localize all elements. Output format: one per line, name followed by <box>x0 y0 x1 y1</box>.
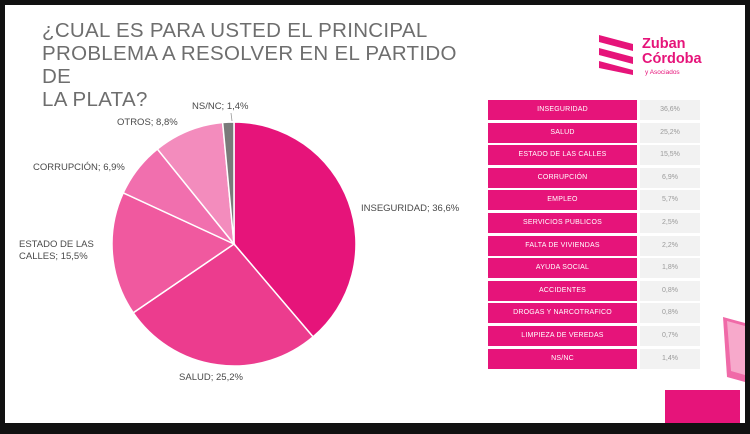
pie-chart: INSEGURIDAD; 36,6% SALUD; 25,2% ESTADO DE … <box>19 101 460 383</box>
table-row-value: 2,5% <box>640 213 700 233</box>
pie-slice-label: CORRUPCIÓN; 6,9% <box>33 162 125 173</box>
title-line-3: LA PLATA? <box>42 88 148 111</box>
table-row-value: 1,8% <box>640 258 700 279</box>
table-row-value: 1,4% <box>640 348 700 369</box>
pie-slice-label: INSEGURIDAD; 36,6% <box>361 203 460 214</box>
pie-slice-label: ESTADO DE LAS CALLES; 15,5% <box>19 239 94 262</box>
table-row-label: LIMPIEZA DE VEREDAS <box>488 326 637 346</box>
pie-slice-label: OTROS; 8,8% <box>117 117 178 128</box>
table-row-label: ACCIDENTES <box>488 280 637 301</box>
table-row: INSEGURIDAD 36,6% <box>488 100 703 120</box>
logo-mark-icon <box>599 35 633 75</box>
table-row-label: AYUDA SOCIAL <box>488 258 637 279</box>
table-row-value: 5,7% <box>640 190 700 211</box>
leader-line <box>230 112 233 122</box>
table-row: ACCIDENTES 0,8% <box>488 280 703 301</box>
title-line-2: PROBLEMA A RESOLVER EN EL PARTIDO DE <box>42 42 457 88</box>
table-row: EMPLEO 5,7% <box>488 190 703 211</box>
table-row: AYUDA SOCIAL 1,8% <box>488 258 703 279</box>
table-row-label: INSEGURIDAD <box>488 100 637 120</box>
table-row: FALTA DE VIVIENDAS 2,2% <box>488 235 703 256</box>
brand-logo: Zuban Córdoba y Asociados <box>595 29 715 89</box>
table-row-label: CORRUPCIÓN <box>488 167 637 188</box>
table-row-value: 6,9% <box>640 167 700 188</box>
table-row-label: EMPLEO <box>488 190 637 211</box>
table-row-value: 15,5% <box>640 145 700 166</box>
logo-subtitle: y Asociados <box>645 69 680 76</box>
pie-slice <box>221 121 235 245</box>
table-row: ESTADO DE LAS CALLES 15,5% <box>488 145 703 166</box>
table-row-label: FALTA DE VIVIENDAS <box>488 235 637 256</box>
table-row: SERVICIOS PUBLICOS 2,5% <box>488 213 703 233</box>
pie-slice <box>233 121 357 338</box>
table-row: SALUD 25,2% <box>488 122 703 143</box>
logo-name-line-1: Zuban <box>642 36 686 52</box>
table-row-value: 2,2% <box>640 235 700 256</box>
table-row-value: 0,8% <box>640 280 700 301</box>
table-row-value: 25,2% <box>640 122 700 143</box>
table-row: LIMPIEZA DE VEREDAS 0,7% <box>488 326 703 346</box>
table-row-label: DROGAS Y NARCOTRAFICO <box>488 303 637 324</box>
table-row-value: 0,7% <box>640 326 700 346</box>
logo-name-line-2: Córdoba <box>642 51 702 67</box>
pie-slice-label: NS/NC; 1,4% <box>192 101 249 112</box>
pie-slice-label: SALUD; 25,2% <box>179 372 243 383</box>
table-row-label: NS/NC <box>488 348 637 369</box>
table-row: CORRUPCIÓN 6,9% <box>488 167 703 188</box>
table-row: NS/NC 1,4% <box>488 348 703 369</box>
page-title: ¿CUAL ES PARA USTED EL PRINCIPAL PROBLEM… <box>42 19 462 111</box>
pie-slice <box>132 243 315 367</box>
table-row-label: SERVICIOS PUBLICOS <box>488 213 637 233</box>
table-row-value: 0,8% <box>640 303 700 324</box>
pie-slice <box>111 191 236 314</box>
decorative-corner-shapes <box>665 317 745 423</box>
table-row-label: ESTADO DE LAS CALLES <box>488 145 637 166</box>
table-row: DROGAS Y NARCOTRAFICO 0,8% <box>488 303 703 324</box>
title-line-1: ¿CUAL ES PARA USTED EL PRINCIPAL <box>42 19 428 42</box>
table-row-label: SALUD <box>488 122 637 143</box>
slide: ¿CUAL ES PARA USTED EL PRINCIPAL PROBLEM… <box>5 5 745 423</box>
table-row-value: 36,6% <box>640 100 700 120</box>
